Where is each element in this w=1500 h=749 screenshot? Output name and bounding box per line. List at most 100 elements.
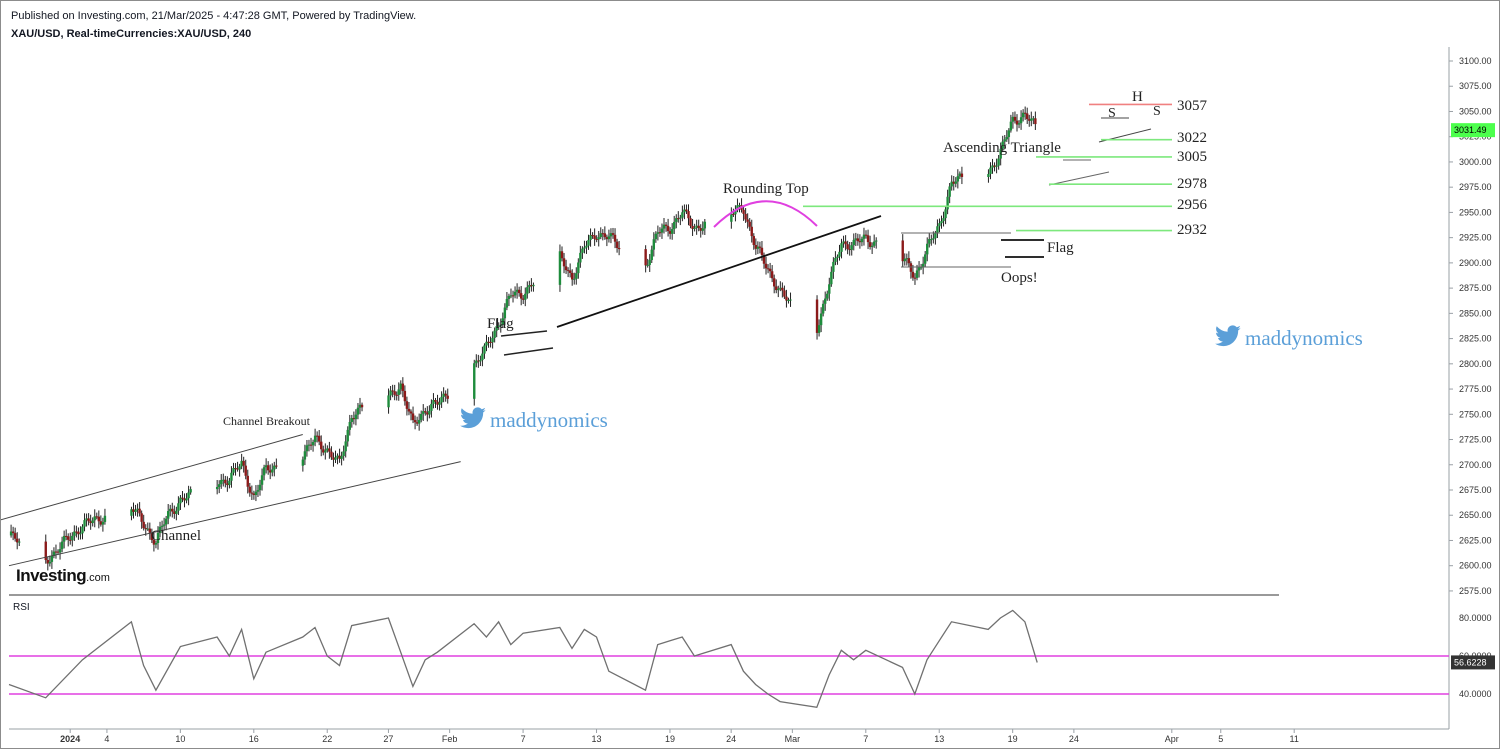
candle-body — [1007, 130, 1011, 138]
candle-body — [183, 498, 186, 501]
candle-body — [495, 326, 498, 331]
candle-body — [601, 233, 604, 235]
candle-body — [499, 324, 502, 326]
candle-body — [44, 541, 47, 561]
price-tick-label: 2775.00 — [1459, 384, 1492, 394]
candle-body — [1028, 119, 1031, 121]
candle-body — [942, 218, 945, 222]
candle-body — [750, 226, 753, 237]
candle-body — [960, 173, 964, 178]
candle-body — [428, 410, 431, 415]
candle-body — [783, 290, 786, 297]
candle-body — [597, 237, 600, 240]
candle-body — [317, 435, 321, 442]
candle-body — [407, 408, 411, 412]
candle-body — [326, 448, 329, 451]
candle-body — [675, 218, 678, 222]
candle-body — [69, 539, 72, 541]
candle-body — [868, 242, 872, 247]
candle-body — [595, 238, 598, 240]
candle-body — [838, 251, 841, 257]
candle-body — [179, 497, 182, 504]
candle-body — [311, 441, 315, 446]
candle-body — [1019, 117, 1023, 124]
level-label-2932: 2932 — [1177, 222, 1207, 238]
candle-body — [744, 213, 747, 220]
candle-body — [844, 241, 847, 245]
candle-body — [166, 511, 170, 519]
candle-body — [413, 420, 417, 423]
candle-body — [948, 186, 951, 197]
candle-body — [524, 293, 527, 300]
candle-body — [999, 148, 1002, 159]
candle-body — [1015, 120, 1019, 125]
candle-body — [91, 520, 94, 524]
candle-body — [772, 278, 776, 287]
time-tick-label: 11 — [1290, 734, 1299, 744]
candle-body — [683, 209, 686, 213]
candle-body — [562, 258, 566, 267]
candle-body — [660, 228, 664, 233]
level-label-3022: 3022 — [1177, 130, 1207, 146]
candle-body — [532, 284, 535, 287]
candle-body — [736, 205, 739, 211]
price-tick-label: 2850.00 — [1459, 308, 1492, 318]
candle-body — [846, 244, 849, 250]
price-tick-label: 2750.00 — [1459, 409, 1492, 419]
price-tick-label: 2975.00 — [1459, 182, 1492, 192]
candle-body — [609, 233, 613, 237]
candle-body — [79, 533, 82, 535]
candle-body — [58, 549, 62, 553]
candle-body — [836, 256, 839, 258]
candle-body — [420, 413, 423, 420]
candle-body — [142, 521, 145, 529]
candle-body — [956, 176, 960, 182]
candle-body — [921, 263, 925, 268]
rsi-tick-label: 40.0000 — [1459, 689, 1492, 699]
rsi-tick-label: 80.0000 — [1459, 613, 1492, 623]
candle-body — [603, 233, 607, 238]
candle-body — [689, 218, 692, 226]
candle-body — [519, 293, 523, 299]
candle-body — [701, 228, 704, 231]
candle-body — [138, 508, 141, 514]
candle-body — [824, 298, 827, 304]
candle-body — [526, 287, 529, 294]
candle-body — [938, 223, 941, 227]
candle-body — [1017, 123, 1021, 125]
oops-label: Oops! — [1001, 270, 1038, 286]
candle-body — [852, 239, 855, 246]
candle-body — [220, 480, 223, 485]
candle-body — [748, 221, 751, 227]
candle-body — [648, 260, 651, 265]
candle-body — [513, 291, 517, 296]
candle-body — [16, 538, 19, 543]
candle-body — [491, 337, 494, 343]
candle-body — [754, 245, 758, 249]
candle-body — [668, 231, 672, 234]
candle-body — [264, 465, 268, 468]
candle-body — [923, 254, 927, 264]
candle-body — [650, 249, 653, 261]
candle-body — [950, 181, 953, 187]
candle-body — [136, 508, 139, 510]
level-label-3005: 3005 — [1177, 149, 1207, 165]
candle-body — [850, 245, 853, 250]
candle-body — [913, 277, 917, 279]
channel-upper-line — [1, 433, 303, 521]
candle-body — [566, 270, 570, 272]
candle-body — [62, 535, 66, 542]
candle-body — [301, 459, 305, 466]
candle-body — [758, 246, 762, 248]
candle-body — [73, 531, 76, 536]
candle-body — [405, 401, 409, 409]
candle-body — [393, 391, 396, 395]
candle-body — [224, 479, 227, 484]
time-tick-label: 22 — [322, 734, 332, 744]
candle-body — [901, 240, 904, 262]
price-tick-label: 2650.00 — [1459, 510, 1492, 520]
candle-body — [275, 465, 278, 467]
candle-body — [1026, 113, 1029, 120]
candle-body — [501, 318, 505, 325]
